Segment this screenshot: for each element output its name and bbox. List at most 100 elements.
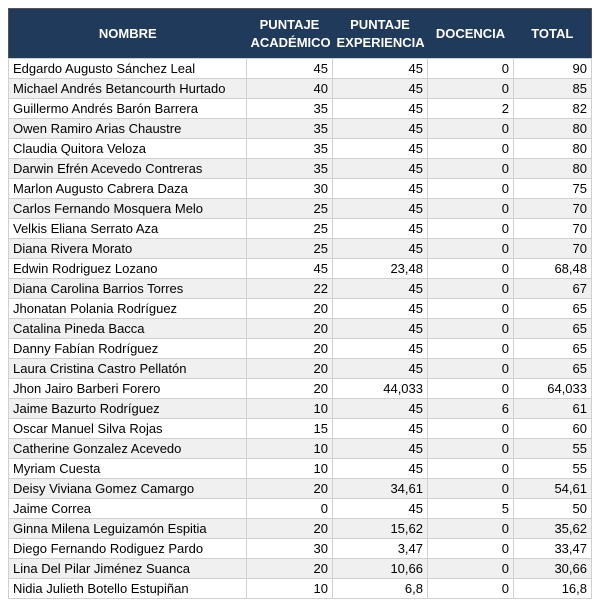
name-cell: Deisy Viviana Gomez Camargo [8, 478, 247, 499]
score-cell: 44,033 [332, 378, 428, 399]
score-cell: 45 [332, 398, 428, 419]
score-cell: 45 [332, 198, 428, 219]
score-cell: 25 [246, 238, 333, 259]
name-cell: Laura Cristina Castro Pellatón [8, 358, 247, 379]
table-row: Danny Fabían Rodríguez 20 45 0 65 [8, 338, 592, 359]
name-cell: Diego Fernando Rodiguez Pardo [8, 538, 247, 559]
score-cell: 67 [513, 278, 592, 299]
score-cell: 35 [246, 118, 333, 139]
score-cell: 0 [427, 438, 514, 459]
name-cell: Jhon Jairo Barberi Forero [8, 378, 247, 399]
score-cell: 85 [513, 78, 592, 99]
score-cell: 45 [332, 238, 428, 259]
table-row: Edwin Rodriguez Lozano 45 23,48 0 68,48 [8, 258, 592, 279]
score-cell: 65 [513, 318, 592, 339]
score-cell: 70 [513, 238, 592, 259]
score-cell: 20 [246, 558, 333, 579]
score-cell: 68,48 [513, 258, 592, 279]
name-cell: Nidia Julieth Botello Estupiñan [8, 578, 247, 599]
score-cell: 45 [332, 118, 428, 139]
table-row: Laura Cristina Castro Pellatón 20 45 0 65 [8, 358, 592, 379]
score-cell: 0 [427, 258, 514, 279]
table-row: Myriam Cuesta 10 45 0 55 [8, 458, 592, 479]
score-cell: 35 [246, 158, 333, 179]
score-cell: 45 [332, 218, 428, 239]
score-cell: 65 [513, 358, 592, 379]
table-row: Diana Carolina Barrios Torres 22 45 0 67 [8, 278, 592, 299]
score-cell: 25 [246, 198, 333, 219]
score-cell: 64,033 [513, 378, 592, 399]
table-row: Guillermo Andrés Barón Barrera 35 45 2 82 [8, 98, 592, 119]
score-cell: 55 [513, 458, 592, 479]
table-row: Carlos Fernando Mosquera Melo 25 45 0 70 [8, 198, 592, 219]
name-cell: Catherine Gonzalez Acevedo [8, 438, 247, 459]
header-row: NOMBRE PUNTAJE ACADÉMICO PUNTAJE EXPERIENC… [8, 8, 592, 59]
score-cell: 6,8 [332, 578, 428, 599]
score-cell: 3,47 [332, 538, 428, 559]
table-row: Diego Fernando Rodiguez Pardo 30 3,47 0 33,4… [8, 538, 592, 559]
score-cell: 35 [246, 138, 333, 159]
table-row: Ginna Milena Leguizamón Espitia 20 15,62 0 3… [8, 518, 592, 539]
score-cell: 22 [246, 278, 333, 299]
column-header: TOTAL [513, 8, 592, 59]
score-cell: 45 [332, 338, 428, 359]
name-cell: Danny Fabían Rodríguez [8, 338, 247, 359]
score-table: NOMBRE PUNTAJE ACADÉMICO PUNTAJE EXPERIENC… [8, 8, 592, 599]
table-row: Owen Ramiro Arias Chaustre 35 45 0 80 [8, 118, 592, 139]
table-row: Catherine Gonzalez Acevedo 10 45 0 55 [8, 438, 592, 459]
table-row: Darwin Efrén Acevedo Contreras 35 45 0 80 [8, 158, 592, 179]
score-cell: 45 [246, 258, 333, 279]
score-cell: 61 [513, 398, 592, 419]
score-cell: 45 [332, 318, 428, 339]
score-cell: 0 [427, 418, 514, 439]
score-cell: 23,48 [332, 258, 428, 279]
score-cell: 45 [332, 498, 428, 519]
name-cell: Jaime Bazurto Rodríguez [8, 398, 247, 419]
table-body: Edgardo Augusto Sánchez Leal 45 45 0 90 Micha… [8, 58, 592, 599]
score-cell: 80 [513, 138, 592, 159]
score-cell: 25 [246, 218, 333, 239]
name-cell: Diana Carolina Barrios Torres [8, 278, 247, 299]
table-row: Jaime Correa 0 45 5 50 [8, 498, 592, 519]
name-cell: Marlon Augusto Cabrera Daza [8, 178, 247, 199]
name-cell: Darwin Efrén Acevedo Contreras [8, 158, 247, 179]
score-cell: 75 [513, 178, 592, 199]
column-header: DOCENCIA [427, 8, 514, 59]
score-cell: 45 [332, 418, 428, 439]
score-cell: 35,62 [513, 518, 592, 539]
score-cell: 0 [427, 198, 514, 219]
score-cell: 40 [246, 78, 333, 99]
score-cell: 30 [246, 538, 333, 559]
name-cell: Myriam Cuesta [8, 458, 247, 479]
score-cell: 0 [427, 158, 514, 179]
name-cell: Edgardo Augusto Sánchez Leal [8, 58, 247, 79]
score-cell: 0 [427, 358, 514, 379]
score-cell: 10 [246, 458, 333, 479]
score-cell: 20 [246, 478, 333, 499]
score-cell: 60 [513, 418, 592, 439]
table-row: Edgardo Augusto Sánchez Leal 45 45 0 90 [8, 58, 592, 79]
name-cell: Michael Andrés Betancourth Hurtado [8, 78, 247, 99]
score-cell: 45 [332, 178, 428, 199]
score-cell: 45 [332, 458, 428, 479]
name-cell: Ginna Milena Leguizamón Espitia [8, 518, 247, 539]
table-row: Jhonatan Polania Rodríguez 20 45 0 65 [8, 298, 592, 319]
name-cell: Jaime Correa [8, 498, 247, 519]
score-cell: 5 [427, 498, 514, 519]
score-cell: 0 [427, 478, 514, 499]
name-cell: Edwin Rodriguez Lozano [8, 258, 247, 279]
score-cell: 45 [332, 358, 428, 379]
score-cell: 70 [513, 198, 592, 219]
table-row: Oscar Manuel Silva Rojas 15 45 0 60 [8, 418, 592, 439]
score-cell: 0 [427, 338, 514, 359]
score-cell: 0 [427, 318, 514, 339]
name-cell: Catalina Pineda Bacca [8, 318, 247, 339]
table-row: Claudia Quitora Veloza 35 45 0 80 [8, 138, 592, 159]
score-cell: 45 [332, 438, 428, 459]
score-cell: 16,8 [513, 578, 592, 599]
table-row: Jhon Jairo Barberi Forero 20 44,033 0 64,033 [8, 378, 592, 399]
score-cell: 33,47 [513, 538, 592, 559]
score-cell: 0 [427, 558, 514, 579]
score-cell: 0 [427, 378, 514, 399]
score-cell: 35 [246, 98, 333, 119]
